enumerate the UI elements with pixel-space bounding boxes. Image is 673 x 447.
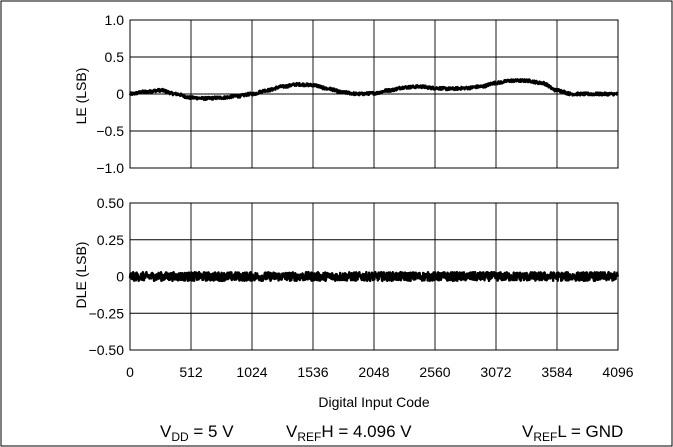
x-axis-label: Digital Input Code [318,394,430,410]
le-chart: 1.0 0.5 0 −0.5 −1.0 [96,12,619,176]
condition-vrefl: VREFL = GND [522,422,623,444]
dle-x-tick-label: 3072 [480,364,511,380]
dle-y-tick-label: 0.25 [97,232,124,248]
le-y-axis-label: LE (LSB) [73,68,89,125]
dle-y-tick-label: 0 [116,269,124,285]
dle-x-tick-label: 512 [179,364,203,380]
le-series-line [128,78,619,102]
dle-x-tick-label: 1536 [297,364,328,380]
dle-x-tick-label: 2560 [419,364,450,380]
le-y-tick-label: −0.5 [96,123,124,139]
dle-y-tick-label: −0.50 [89,342,125,358]
dle-x-tick-label: 2048 [358,364,389,380]
dle-y-axis-label: DLE (LSB) [73,242,89,309]
dle-x-tick-label: 4096 [602,364,633,380]
dle-series-line [128,270,620,283]
dle-chart: 0.500.250−0.25−0.500 512 1024 1536 2048 2560 3… [89,195,634,380]
dle-y-tick-label: −0.25 [89,305,125,321]
dle-x-tick-label: 1024 [236,364,267,380]
le-y-tick-label: 1.0 [105,12,125,28]
condition-vdd: VDD = 5 V [160,422,234,444]
le-y-tick-label: 0.5 [105,49,125,65]
dle-y-tick-label: 0.50 [97,195,124,211]
condition-vrefh: VREFH = 4.096 V [286,422,412,444]
le-y-tick-label: −1.0 [96,160,124,176]
dle-x-tick-label: 3584 [541,364,572,380]
dle-x-tick-label: 0 [126,364,134,380]
le-y-tick-label: 0 [116,86,124,102]
